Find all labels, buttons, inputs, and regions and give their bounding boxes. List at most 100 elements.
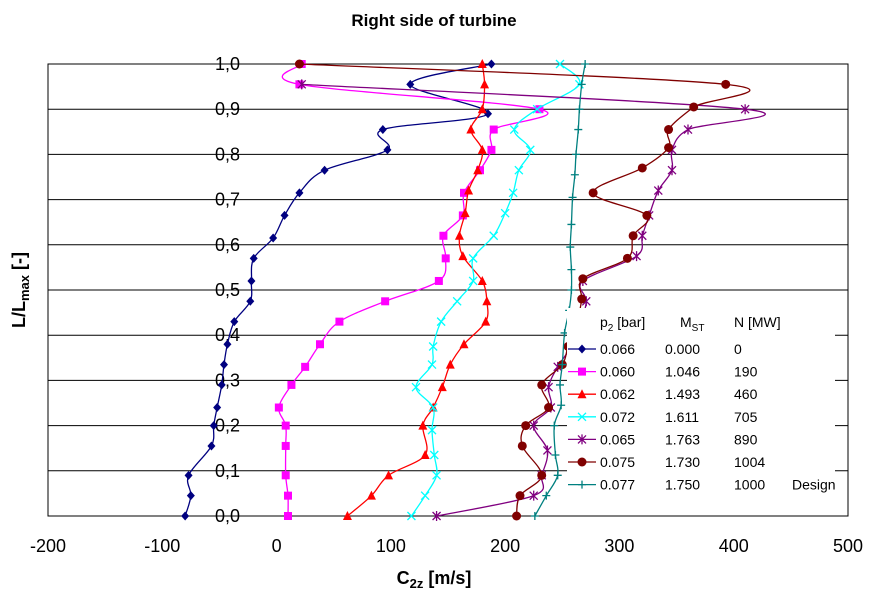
data-point [555,59,565,69]
y-tick-label: 0,3 [215,370,240,390]
legend-header-n: N [MW] [734,314,781,330]
x-tick-label: 500 [833,536,863,556]
data-point [460,208,470,218]
legend-marker [578,480,586,489]
data-point [468,253,478,263]
legend-n: 1004 [734,454,765,470]
legend-entry: 0.065 1.763 890 [568,431,758,447]
data-point [439,231,448,240]
legend-entry: 0.072 1.611 705 [568,409,758,425]
data-point [460,188,468,197]
data-point [384,470,394,480]
data-point [427,360,437,370]
data-point [477,59,487,68]
data-point [535,105,544,114]
x-axis-ticks: -200 -100 0 100 200 300 400 500 [30,536,863,556]
legend-header-mst: MST [680,314,704,334]
data-point [420,491,430,501]
data-point [544,403,554,413]
legend-marker [577,389,587,399]
data-point [537,470,547,480]
data-point [223,339,232,349]
data-point [529,490,539,501]
data-point [445,359,455,369]
y-tick-label: 0,8 [215,144,240,164]
legend-n: 190 [734,364,758,380]
data-point [568,193,577,202]
legend-entry: 0.062 1.493 460 [568,386,758,402]
data-point [468,276,478,286]
x-tick-label: 100 [376,536,406,556]
data-point [295,188,304,198]
data-point [477,275,487,285]
data-point [281,471,290,480]
data-point [481,316,491,326]
data-point [342,511,352,520]
data-point [269,233,278,243]
data-point [220,360,228,370]
x-tick-label: -200 [30,536,66,556]
data-point [428,403,438,412]
data-point [428,342,438,351]
data-point [406,79,415,89]
legend-entry: 0.060 1.046 190 [568,364,758,380]
x-tick-label: 400 [719,536,749,556]
legend-mst: 1.046 [665,364,700,380]
series-1000 [530,60,590,520]
data-point [284,512,292,520]
y-tick-label: 0,0 [215,506,240,526]
data-point [480,79,490,89]
data-point [281,441,290,450]
legend-n: 460 [734,386,758,402]
legend-n: 705 [734,409,758,425]
data-point [316,340,324,349]
series-line [347,63,489,517]
data-point [667,165,677,176]
data-point [295,80,304,89]
data-point [529,420,539,431]
data-point [287,380,296,389]
legend-mst: 0.000 [665,341,700,357]
data-point [566,243,575,252]
legend-n: 0 [734,341,742,357]
data-point [274,403,283,412]
data-point [578,274,588,284]
data-point [378,125,387,135]
data-point [500,208,510,218]
data-point [186,491,195,501]
legend-n: 1000 [734,477,765,493]
data-point [514,165,524,175]
data-point [418,420,428,430]
data-point [434,276,443,285]
data-point [628,231,638,241]
data-point [521,421,531,431]
data-point [689,102,699,112]
data-point [184,470,193,480]
data-point [517,441,527,451]
series-line [410,63,581,517]
data-point [454,230,464,240]
chart-title: Right side of turbine [351,11,516,30]
data-point [664,125,674,135]
data-point [281,421,290,430]
legend-p2: 0.075 [600,454,635,470]
legend: p2 [bar] MST N [MW] 0.066 0.000 0 0.060 1.04… [567,308,836,510]
data-point [577,294,587,304]
data-point [550,421,559,430]
data-point [429,450,439,460]
legend-mst: 1.763 [665,431,700,447]
y-tick-label: 0,1 [215,461,240,481]
data-point [683,124,693,135]
data-point [489,125,498,134]
data-point [284,491,292,500]
legend-marker [578,367,586,376]
data-point [181,511,190,521]
data-point [230,317,239,327]
legend-marker [577,434,587,445]
data-point [477,144,487,154]
data-point [436,317,446,327]
y-tick-label: 0,7 [215,190,240,210]
y-tick-label: 1,0 [215,54,240,74]
y-tick-label: 0,2 [215,416,240,436]
data-point [577,80,586,89]
